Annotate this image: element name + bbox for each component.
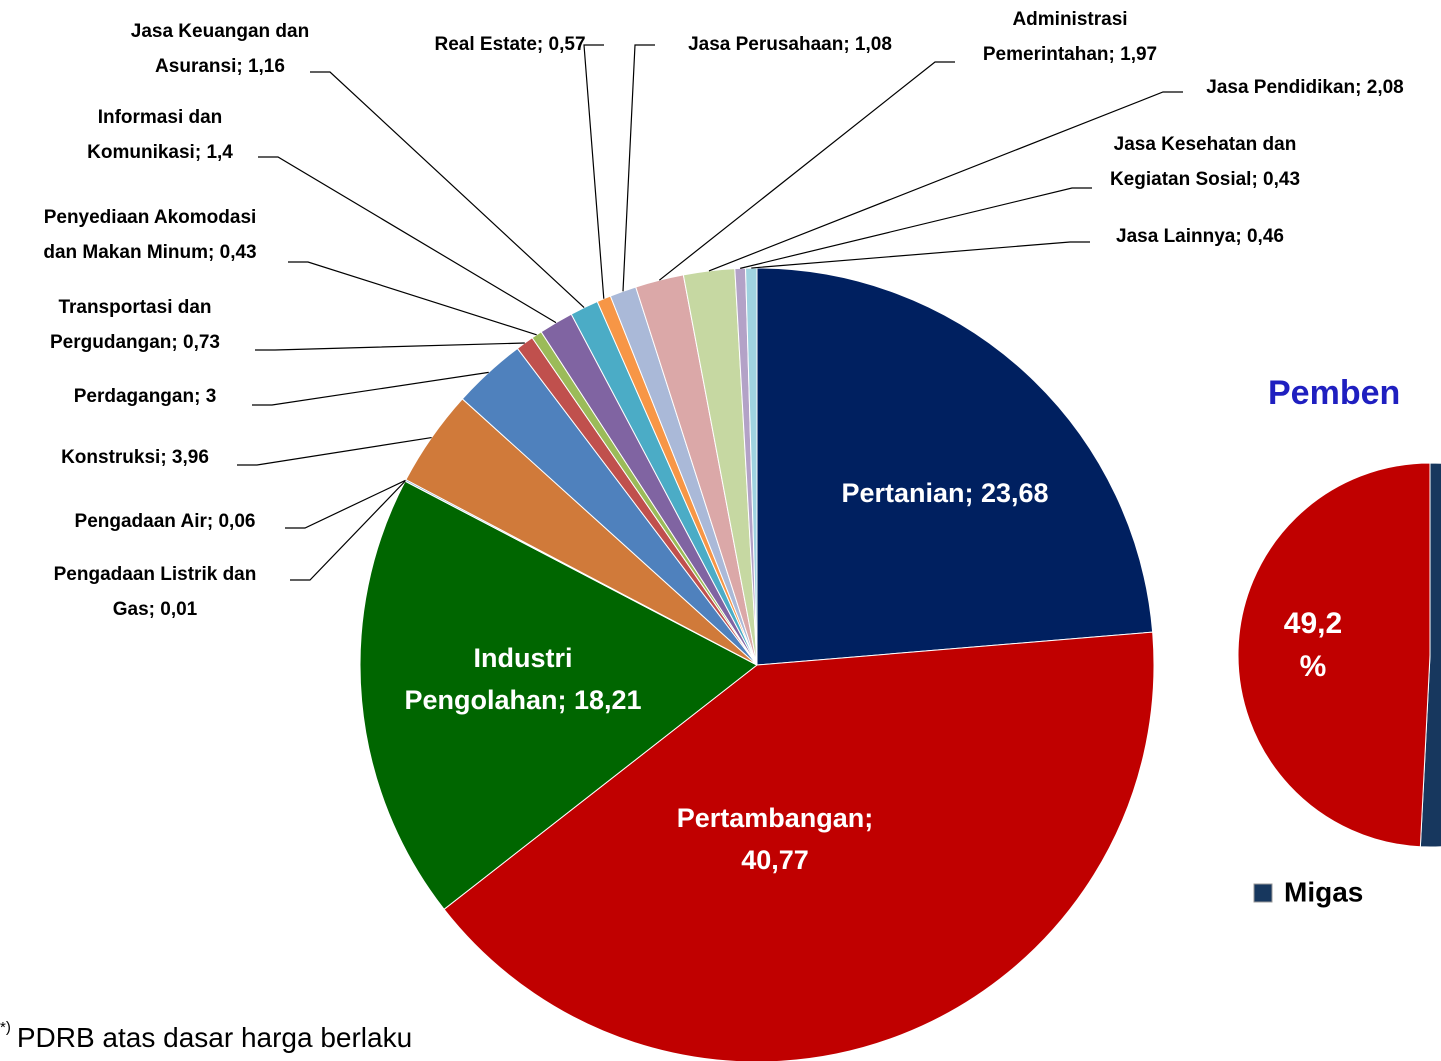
data-label: Pergudangan; 0,73 <box>50 332 220 353</box>
leader-line <box>290 480 406 581</box>
data-label: Konstruksi; 3,96 <box>61 447 209 468</box>
leader-line <box>252 371 489 406</box>
data-label: Pengadaan Listrik dan <box>54 564 257 585</box>
data-label: Jasa Perusahaan; 1,08 <box>688 34 892 55</box>
data-label: 49,2% <box>1284 607 1342 683</box>
data-label: Jasa Kesehatan dan <box>1114 134 1297 155</box>
footnote: *) PDRB atas dasar harga berlaku <box>0 1019 412 1053</box>
leader-line <box>622 44 655 292</box>
data-label: Pertambangan; <box>677 803 874 833</box>
data-label: Pengadaan Air; 0,06 <box>75 511 256 532</box>
data-label: Asuransi; 1,16 <box>155 56 285 77</box>
data-label: Perdagangan; 3 <box>74 386 217 407</box>
data-label: 40,77 <box>741 845 809 875</box>
pie-slice <box>1237 462 1431 848</box>
data-label: Jasa Keuangan dan <box>131 21 309 42</box>
data-label: Informasi dan <box>98 107 223 128</box>
pie-slice <box>756 267 1154 666</box>
leader-line <box>740 187 1092 269</box>
data-label: Pertanian; 23,68 <box>841 478 1048 508</box>
legend-label: Migas <box>1284 876 1363 907</box>
pie-slice <box>443 631 1155 1061</box>
data-label: Transportasi dan <box>58 297 211 318</box>
data-label: Jasa Pendidikan; 2,08 <box>1206 77 1404 98</box>
data-label: Industri <box>474 643 573 673</box>
data-label: Gas; 0,01 <box>113 599 198 620</box>
data-label: Real Estate; 0,57 <box>434 34 585 55</box>
footnote-text: PDRB atas dasar harga berlaku <box>17 1022 412 1053</box>
leader-line <box>258 156 557 324</box>
data-label: Pemerintahan; 1,97 <box>983 44 1157 65</box>
leader-line <box>751 241 1090 269</box>
leader-line <box>285 479 406 529</box>
footnote-mark: *) <box>0 1019 11 1036</box>
data-label: Kegiatan Sosial; 0,43 <box>1110 169 1300 190</box>
data-label: Pengolahan; 18,21 <box>404 685 641 715</box>
data-label-line: 49,2 <box>1284 607 1342 640</box>
chart-title: Pemben <box>1268 374 1400 412</box>
leader-line <box>658 61 955 281</box>
leader-line <box>288 261 537 336</box>
leader-line <box>255 342 525 351</box>
data-label: dan Makan Minum; 0,43 <box>43 242 256 263</box>
data-label-line: % <box>1300 650 1327 683</box>
leader-line <box>310 71 585 309</box>
data-label: Jasa Lainnya; 0,46 <box>1116 226 1284 247</box>
leader-line <box>583 44 605 299</box>
data-label: Komunikasi; 1,4 <box>87 142 233 163</box>
data-label: Administrasi <box>1012 9 1127 30</box>
data-label: Penyediaan Akomodasi <box>44 207 257 228</box>
legend-swatch <box>1253 883 1273 903</box>
pie-slice <box>359 480 758 911</box>
leader-line <box>237 436 432 466</box>
leader-line <box>708 91 1183 272</box>
